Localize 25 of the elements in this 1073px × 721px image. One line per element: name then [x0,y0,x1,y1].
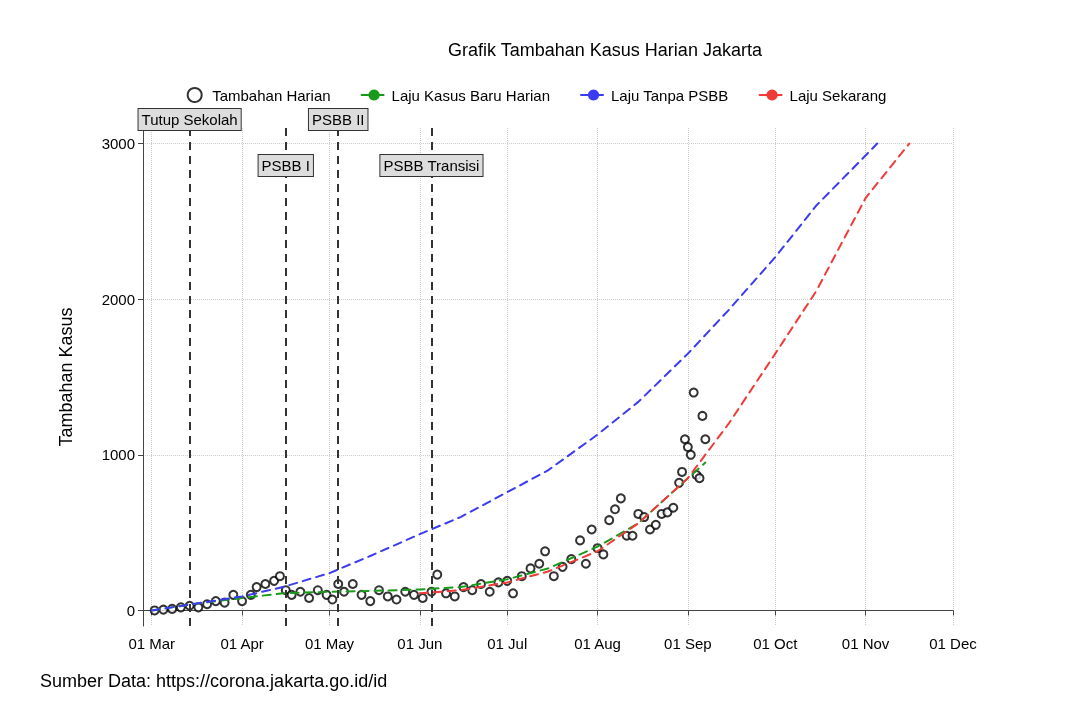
ref-line-label: Tutup Sekolah [141,111,238,128]
x-tick-label: 01 Nov [841,635,890,652]
ref-line-label: PSBB II [311,111,365,128]
x-tick-label: 01 Mar [128,635,176,652]
ref-line-label: PSBB Transisi [383,157,480,174]
y-axis-title: Tambahan Kasus [56,307,76,447]
x-tick-label: 01 Dec [929,635,978,652]
legend-label: Laju Tanpa PSBB [611,86,729,104]
x-tick-label: 01 Aug [574,635,621,652]
ref-line-label: PSBB I [261,157,310,174]
y-tick-label: 0 [126,601,135,619]
x-tick-label: 01 Sep [664,635,712,652]
y-tick-label: 2000 [101,290,135,308]
y-tick-label: 3000 [101,135,135,153]
x-tick-label: 01 May [304,635,355,652]
chart-title: Grafik Tambahan Kasus Harian Jakarta [448,40,763,60]
legend-label: Laju Kasus Baru Harian [391,86,551,104]
text: Sumber Data: https://corona.jakarta.go.id/id [40,671,388,691]
x-tick-label: 01 Apr [220,635,264,652]
x-tick-label: 01 Jun [397,635,443,652]
x-tick-label: 01 Oct [753,635,799,652]
x-tick-label: 01 Jul [487,635,528,652]
legend-label: Laju Sekarang [789,86,887,104]
legend-label: Tambahan Harian [212,86,331,104]
y-tick-label: 1000 [101,446,135,464]
